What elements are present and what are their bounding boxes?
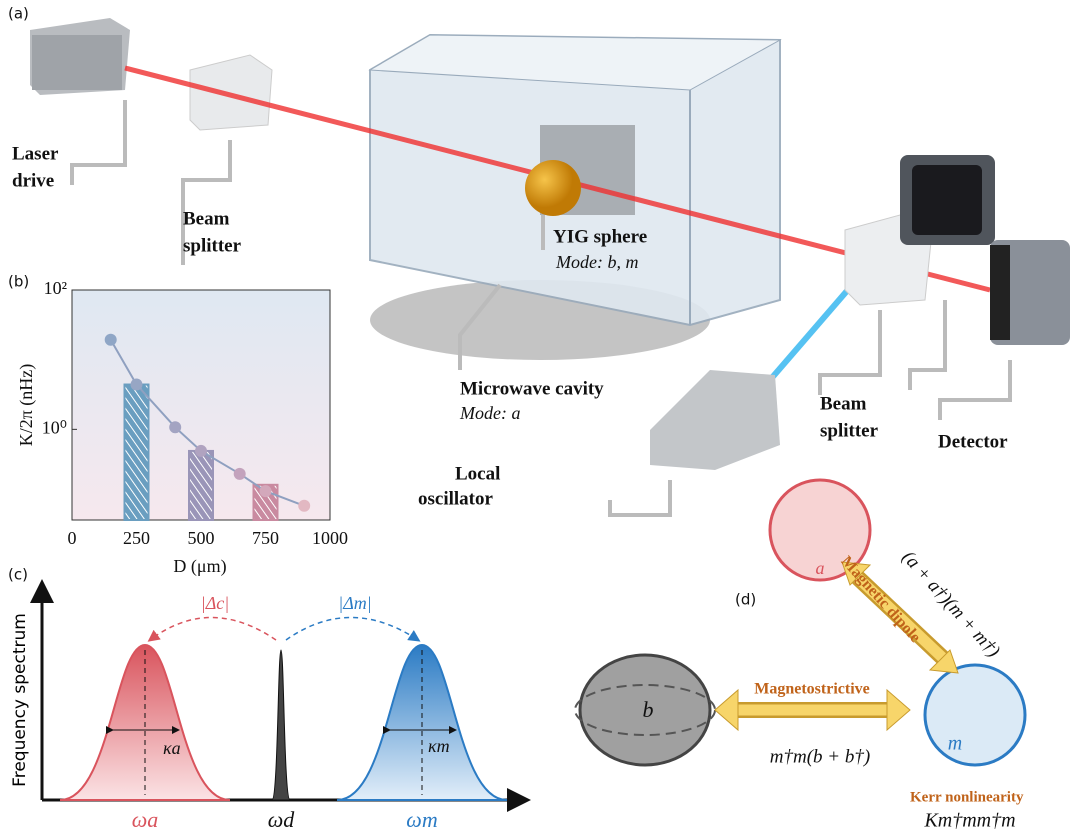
panel-label: (b) xyxy=(8,273,29,291)
label: Beam xyxy=(183,208,230,229)
x-tick-label: 250 xyxy=(123,528,150,548)
point xyxy=(131,379,143,391)
label: Detector xyxy=(938,431,1008,452)
label: oscillator xyxy=(418,488,493,509)
x-tick-label: 0 xyxy=(68,528,77,548)
point xyxy=(260,485,272,497)
x-tick-label: 1000 xyxy=(312,528,348,548)
label: κm xyxy=(428,736,450,756)
label: Kerr nonlinearity xyxy=(910,789,1024,805)
label: YIG sphere xyxy=(553,226,647,247)
label: Km†mm†m xyxy=(923,810,1015,832)
x-tick-label: 750 xyxy=(252,528,279,548)
point xyxy=(195,445,207,457)
panel-label: (d) xyxy=(735,591,756,609)
label: ωm xyxy=(406,807,437,832)
label: Magnetostrictive xyxy=(754,681,870,698)
point xyxy=(298,500,310,512)
label: m xyxy=(948,733,962,755)
y-axis-label: Frequency spectrum xyxy=(10,613,30,787)
label: κa xyxy=(163,738,181,758)
label: Mode: a xyxy=(459,403,520,423)
y-tick-label: 10² xyxy=(44,278,67,298)
label: ωd xyxy=(268,807,296,832)
label: Laser xyxy=(12,143,59,164)
label: b xyxy=(643,697,654,722)
point xyxy=(169,421,181,433)
label: Mode: b, m xyxy=(555,252,638,272)
y-tick-label: 10⁰ xyxy=(42,417,67,437)
label: drive xyxy=(12,170,54,191)
label: ωa xyxy=(132,807,159,832)
label: Beam xyxy=(820,393,867,414)
label: splitter xyxy=(183,235,242,256)
panel-label: (c) xyxy=(8,566,28,584)
label: Local xyxy=(455,463,500,484)
label: |Δm| xyxy=(338,593,371,613)
spectrum-drawing xyxy=(42,585,525,800)
x-tick-label: 500 xyxy=(188,528,215,548)
bar-hatch xyxy=(126,386,148,519)
label: (a + a†)(m + m†) xyxy=(898,547,1004,662)
label: |Δc| xyxy=(201,593,229,613)
label: m†m(b + b†) xyxy=(770,746,870,767)
label: a xyxy=(816,558,825,578)
panel-label: (a) xyxy=(8,5,29,23)
label: splitter xyxy=(820,420,879,441)
point xyxy=(234,468,246,480)
bar-hatch xyxy=(190,452,212,519)
label: Microwave cavity xyxy=(460,378,604,399)
x-axis-label: D (μm) xyxy=(173,556,226,577)
point xyxy=(105,334,117,346)
figure: (a) (b) (c) (d) Laser drive Beam splitte… xyxy=(0,0,1073,837)
y-axis-label: K/2π (nHz) xyxy=(16,364,37,447)
